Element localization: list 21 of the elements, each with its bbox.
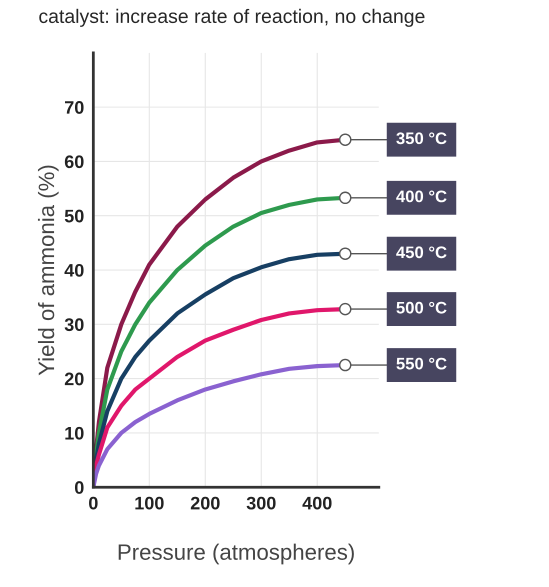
y-tick-label: 70 [64,101,84,114]
x-tick-label: 0 [89,496,98,510]
y-tick-label: 40 [64,264,84,277]
legend-label: 450 °C [396,246,447,258]
x-tick-label: 300 [246,496,276,510]
y-tick-label: 50 [64,210,84,222]
text: catalyst: increase rate of reaction, no change [39,8,425,27]
y-tick-label: 10 [65,426,84,440]
x-tick-label: 200 [190,496,220,510]
x-tick-label: 100 [135,496,164,510]
legend-label: 550 °C [396,358,447,370]
y-axis-title: Yield of ammonia (%) [38,166,59,376]
x-axis-title: Pressure (atmospheres) [118,544,354,564]
x-tick-label: 400 [302,496,332,510]
legend-label: 500 °C [396,302,447,314]
legend-label: 350 °C [396,132,447,144]
y-tick-label: 60 [64,155,84,168]
y-tick-label: 30 [64,318,84,332]
y-tick-label: 20 [64,372,84,386]
legend-label: 400 °C [396,190,447,202]
y-tick-label: 0 [74,481,84,494]
